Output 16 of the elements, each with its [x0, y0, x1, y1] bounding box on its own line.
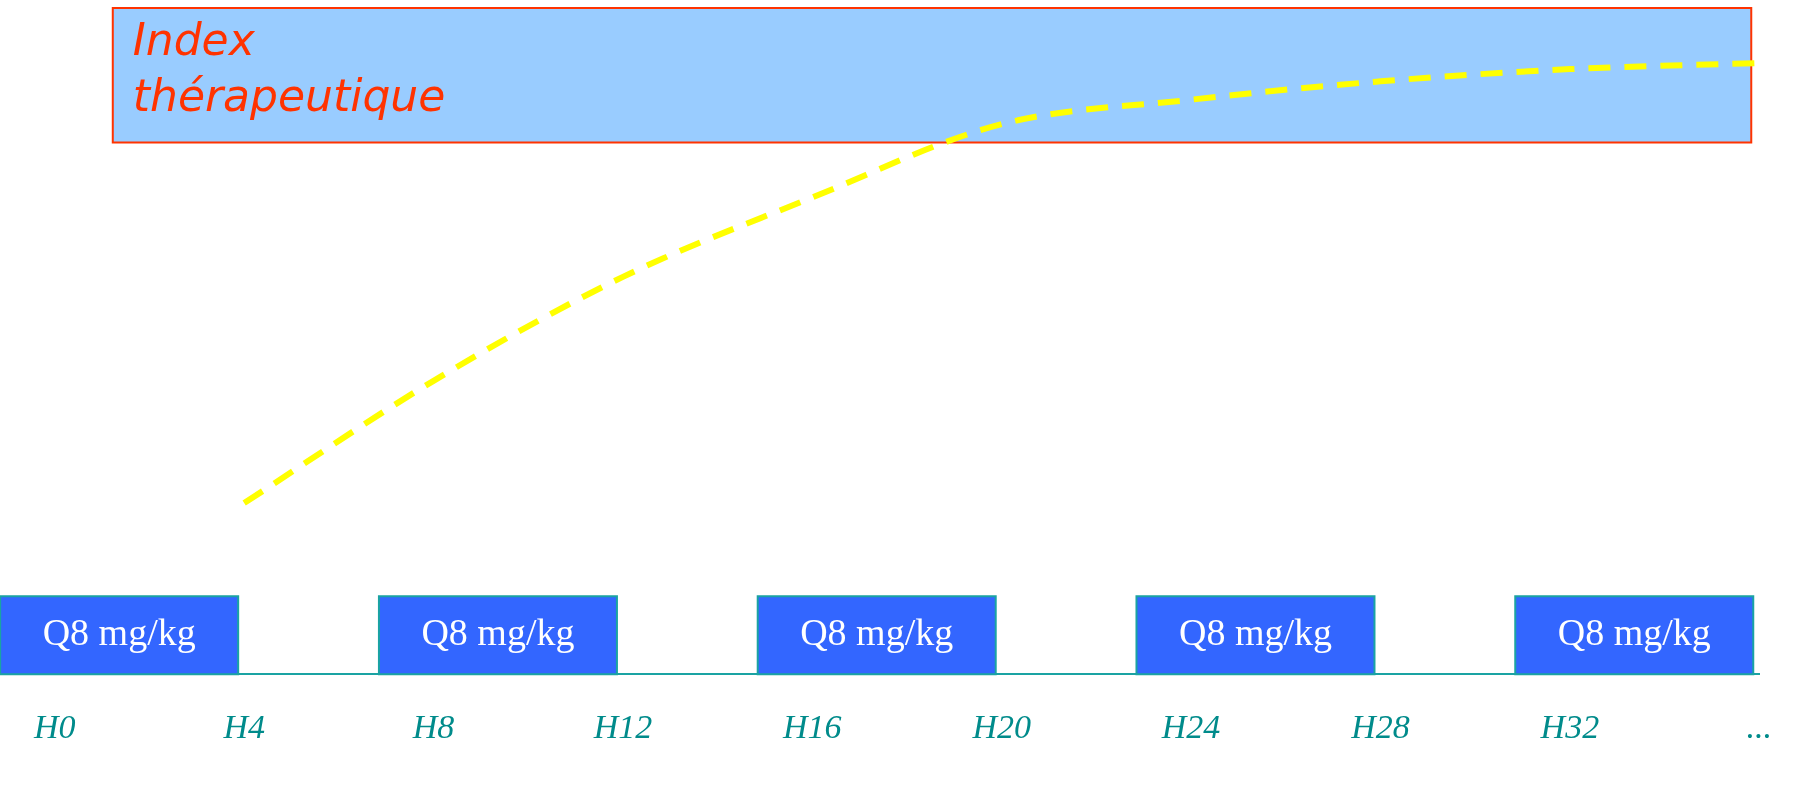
x-tick-label: H32	[1539, 707, 1600, 745]
x-tick-label: H0	[33, 707, 76, 745]
band-label: Index thérapeutique	[132, 14, 446, 122]
x-tick-label: H20	[971, 707, 1031, 745]
x-tick-label: H12	[592, 707, 653, 745]
annotation: Q8 mg/kg	[1557, 611, 1711, 654]
annotation: Q8 mg/kg	[421, 611, 575, 654]
x-tick-label: H16	[782, 707, 842, 745]
x-tick-label: H4	[222, 707, 265, 745]
annotation: Q8 mg/kg	[42, 611, 196, 654]
annotation: Q8 mg/kg	[1178, 611, 1333, 654]
annotation: Q8 mg/kg	[800, 611, 954, 654]
x-tick-label: H24	[1160, 707, 1221, 745]
x-tick-label: H28	[1350, 707, 1410, 745]
x-tick-label: ...	[1746, 707, 1772, 745]
x-tick-label: H8	[411, 707, 455, 745]
